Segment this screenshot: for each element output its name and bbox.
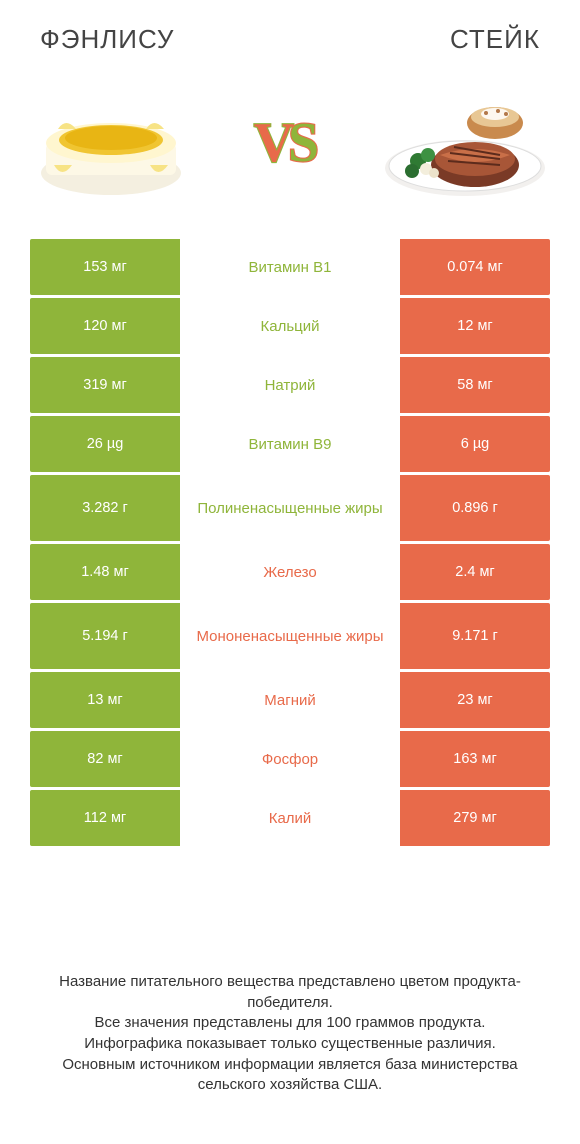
footer-notes: Название питательного вещества представл… <box>0 972 580 1096</box>
table-row: 120 мгКальций12 мг <box>30 298 550 354</box>
right-food-title: СТЕЙК <box>450 24 540 55</box>
right-value: 163 мг <box>400 731 550 787</box>
table-row: 82 мгФосфор163 мг <box>30 731 550 787</box>
table-row: 26 µgВитамин B96 µg <box>30 416 550 472</box>
nutrient-label: Железо <box>180 544 400 600</box>
svg-text:S: S <box>288 112 319 174</box>
nutrient-label: Витамин B1 <box>180 239 400 295</box>
right-value: 0.896 г <box>400 475 550 541</box>
left-value: 26 µg <box>30 416 180 472</box>
nutrient-label: Полиненасыщенные жиры <box>180 475 400 541</box>
left-value: 319 мг <box>30 357 180 413</box>
nutrient-label: Фосфор <box>180 731 400 787</box>
right-value: 2.4 мг <box>400 544 550 600</box>
left-food-image <box>26 73 196 213</box>
header: ФЭНЛИСУ СТЕЙК <box>0 0 580 55</box>
nutrient-label: Мононенасыщенные жиры <box>180 603 400 669</box>
table-row: 13 мгМагний23 мг <box>30 672 550 728</box>
footer-line: Все значения представлены для 100 граммо… <box>28 1013 552 1034</box>
table-row: 3.282 гПолиненасыщенные жиры0.896 г <box>30 475 550 541</box>
comparison-infographic: ФЭНЛИСУ СТЕЙК V S <box>0 0 580 1144</box>
footer-line: Основным источником информации является … <box>28 1055 552 1096</box>
table-row: 1.48 мгЖелезо2.4 мг <box>30 544 550 600</box>
footer-line: Название питательного вещества представл… <box>28 972 552 1013</box>
right-value: 9.171 г <box>400 603 550 669</box>
table-row: 319 мгНатрий58 мг <box>30 357 550 413</box>
right-value: 6 µg <box>400 416 550 472</box>
right-food-image <box>380 73 550 213</box>
table-row: 112 мгКалий279 мг <box>30 790 550 846</box>
vs-icon: V S <box>243 98 333 188</box>
table-row: 5.194 гМононенасыщенные жиры9.171 г <box>30 603 550 669</box>
nutrient-label: Кальций <box>180 298 400 354</box>
nutrient-label: Витамин B9 <box>180 416 400 472</box>
left-value: 13 мг <box>30 672 180 728</box>
left-value: 1.48 мг <box>30 544 180 600</box>
left-value: 112 мг <box>30 790 180 846</box>
right-value: 12 мг <box>400 298 550 354</box>
right-value: 279 мг <box>400 790 550 846</box>
footer-line: Инфографика показывает только существенн… <box>28 1034 552 1055</box>
left-value: 120 мг <box>30 298 180 354</box>
left-value: 153 мг <box>30 239 180 295</box>
right-value: 23 мг <box>400 672 550 728</box>
table-row: 153 мгВитамин B10.074 мг <box>30 239 550 295</box>
left-value: 82 мг <box>30 731 180 787</box>
nutrient-label: Натрий <box>180 357 400 413</box>
nutrient-label: Калий <box>180 790 400 846</box>
right-value: 58 мг <box>400 357 550 413</box>
left-food-title: ФЭНЛИСУ <box>40 24 174 55</box>
nutrient-label: Магний <box>180 672 400 728</box>
left-value: 3.282 г <box>30 475 180 541</box>
nutrient-table: 153 мгВитамин B10.074 мг120 мгКальций12 … <box>0 239 580 846</box>
left-value: 5.194 г <box>30 603 180 669</box>
right-value: 0.074 мг <box>400 239 550 295</box>
hero-row: V S <box>0 55 580 239</box>
